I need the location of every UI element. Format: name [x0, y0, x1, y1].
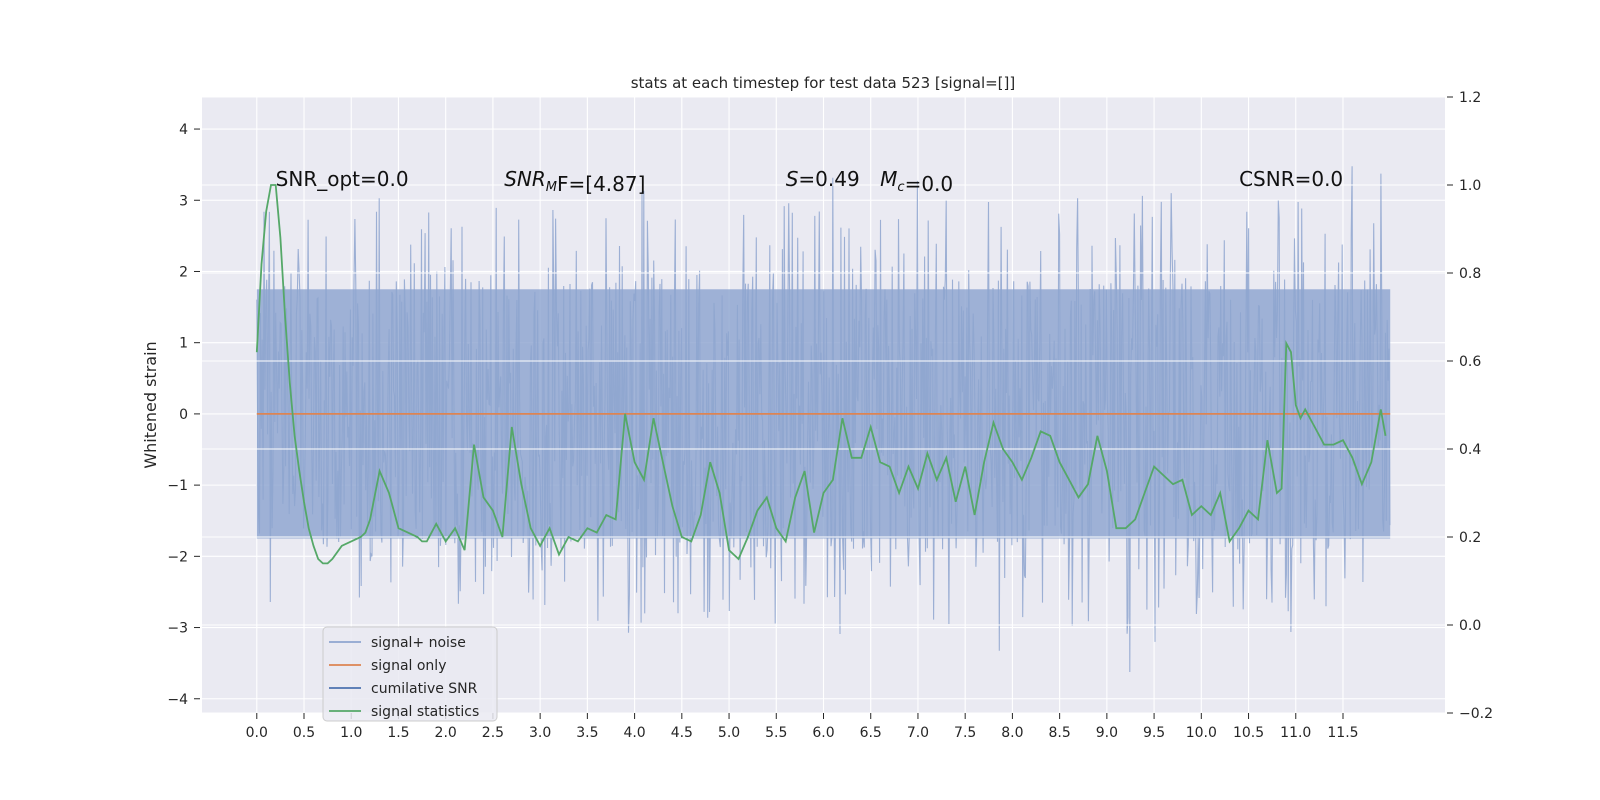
- x-axis-ticks: 0.0 0.5 1.0 1.5 2.0 2.5 3.0 3.5 4.0 4.5 5.0 5.5 6.0 6…: [246, 713, 1359, 741]
- y2-tick-label: 1.0: [1459, 178, 1481, 194]
- y2-tick-label: 1.2: [1459, 90, 1481, 106]
- annotations: SNR_opt=0.0 SNRMF=[4.87] S=0.49 Mc=0.0 CSNR=…: [276, 167, 1344, 196]
- y-tick-label: 2: [179, 264, 188, 280]
- x-tick-label: 2.0: [435, 725, 457, 741]
- series-layer: [202, 96, 1445, 714]
- y-tick-label: −1: [167, 478, 188, 494]
- annotation-3: Mc=0.0: [880, 167, 953, 196]
- y-tick-label: 4: [179, 122, 188, 138]
- x-tick-label: 4.0: [623, 725, 645, 741]
- y2-tick-label: 0.0: [1459, 618, 1481, 634]
- x-tick-label: 8.0: [1001, 725, 1023, 741]
- x-tick-label: 2.5: [482, 725, 504, 741]
- series-line-signal-statistics: [255, 184, 1387, 565]
- y-tick-label: 1: [179, 336, 188, 352]
- x-tick-label: 9.0: [1096, 725, 1118, 741]
- x-tick-label: 5.0: [718, 725, 740, 741]
- y2-tick-label: 0.2: [1459, 530, 1481, 546]
- y2-tick-label: 0.8: [1459, 266, 1481, 282]
- y-tick-label: 3: [179, 193, 188, 209]
- annotation-2: S=0.49: [786, 167, 860, 191]
- y-axis-ticks: −4 −3 −2 −1 0 1 2 3 4: [167, 122, 200, 708]
- x-tick-label: 6.5: [860, 725, 882, 741]
- annotation-1: SNRMF=[4.87]: [504, 167, 645, 196]
- chart-title: stats at each timestep for test data 523…: [631, 74, 1016, 92]
- legend-label: signal+ noise: [371, 635, 466, 651]
- x-tick-label: 7.0: [907, 725, 929, 741]
- x-tick-label: 0.5: [293, 725, 315, 741]
- x-tick-label: 10.5: [1233, 725, 1264, 741]
- y-tick-label: −2: [167, 549, 188, 565]
- annotation-0: SNR_opt=0.0: [276, 167, 409, 191]
- legend-label: signal only: [371, 658, 446, 674]
- legend-box: [322, 626, 498, 722]
- right-axis-ticks: −0.2 0.0 0.2 0.4 0.6 0.8 1.0 1.2: [1447, 90, 1493, 722]
- x-tick-label: 5.5: [765, 725, 787, 741]
- x-tick-label: 1.5: [387, 725, 409, 741]
- x-tick-label: 7.5: [954, 725, 976, 741]
- y-tick-label: −3: [167, 621, 188, 637]
- y-tick-label: −4: [167, 692, 188, 708]
- legend-label: signal statistics: [371, 704, 479, 720]
- x-tick-label: 0.0: [246, 725, 268, 741]
- x-tick-label: 4.5: [671, 725, 693, 741]
- x-tick-label: 3.0: [529, 725, 551, 741]
- x-tick-label: 9.5: [1143, 725, 1165, 741]
- annotation-4: CSNR=0.0: [1239, 167, 1343, 191]
- y-tick-label: 0: [179, 407, 188, 423]
- y2-tick-label: 0.4: [1459, 442, 1481, 458]
- x-tick-label: 10.0: [1186, 725, 1217, 741]
- x-tick-label: 6.0: [812, 725, 834, 741]
- x-tick-label: 11.0: [1280, 725, 1311, 741]
- x-tick-label: 1.0: [340, 725, 362, 741]
- y-axis-label: Whitened strain: [141, 341, 160, 468]
- x-tick-label: 3.5: [576, 725, 598, 741]
- x-tick-label: 8.5: [1048, 725, 1070, 741]
- y2-tick-label: −0.2: [1459, 706, 1493, 722]
- legend-label: cumilative SNR: [371, 681, 478, 697]
- y2-tick-label: 0.6: [1459, 354, 1481, 370]
- x-tick-label: 11.5: [1327, 725, 1358, 741]
- legend: signal+ noise signal only cumilative SNR si…: [322, 626, 498, 722]
